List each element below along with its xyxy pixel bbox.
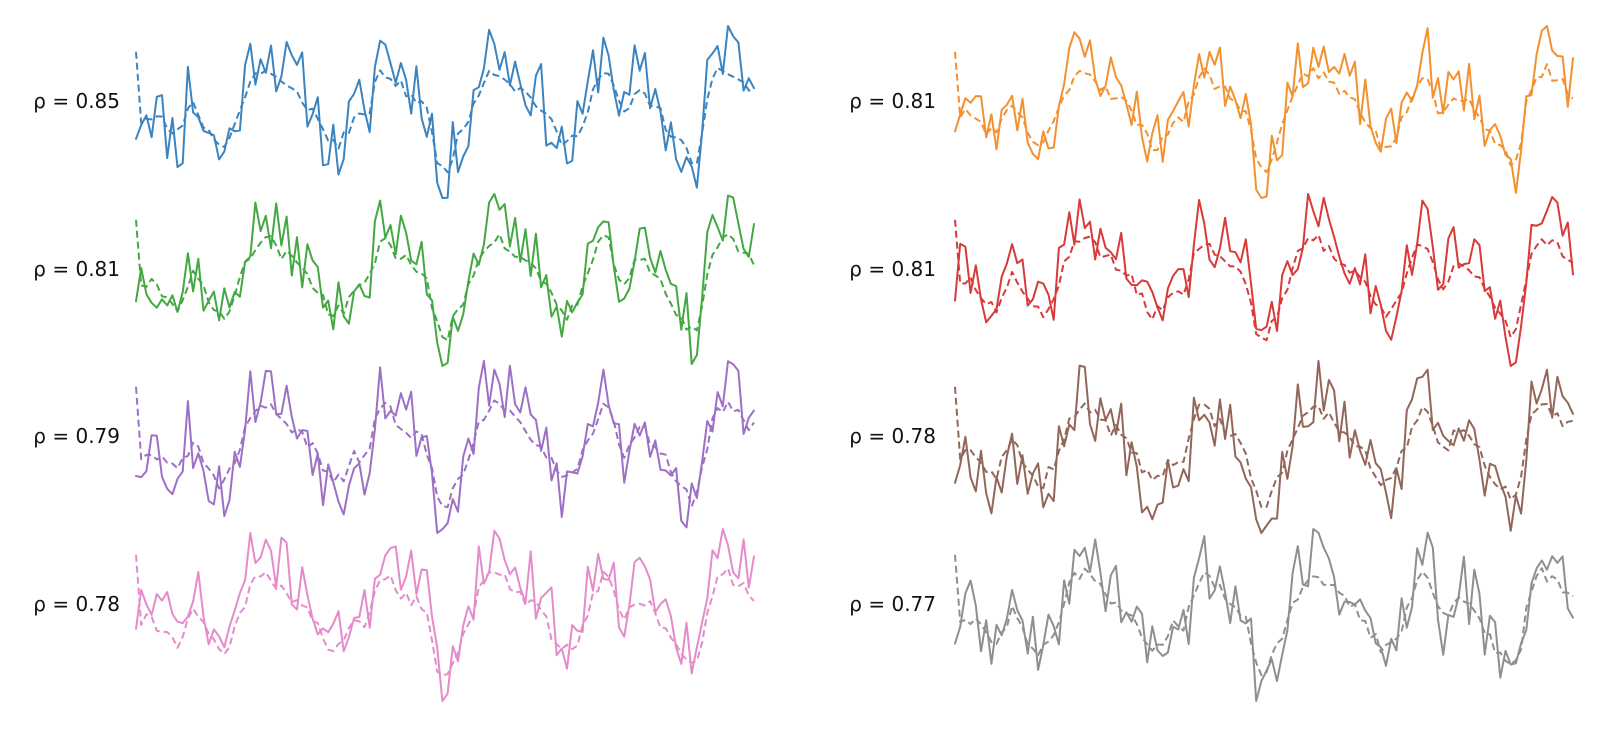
correlation-label: ρ = 0.77 (849, 592, 936, 616)
series-observed-line (954, 360, 1574, 534)
series-observed-line (135, 25, 755, 199)
panel-right-2: ρ = 0.78 (849, 360, 1574, 534)
series-observed-line (954, 193, 1574, 367)
series-observed-line (135, 193, 755, 367)
panel-left-3: ρ = 0.78 (33, 528, 755, 702)
correlation-label: ρ = 0.85 (33, 89, 120, 113)
correlation-label: ρ = 0.78 (33, 592, 120, 616)
series-predicted-line (954, 386, 1574, 509)
series-predicted-line (135, 386, 755, 509)
series-observed-line (954, 25, 1574, 199)
series-predicted-line (135, 554, 755, 677)
panel-right-3: ρ = 0.77 (849, 528, 1574, 702)
series-observed-line (135, 360, 755, 534)
series-predicted-line (135, 219, 755, 342)
series-observed-line (135, 528, 755, 702)
correlation-label: ρ = 0.78 (849, 424, 936, 448)
panel-left-2: ρ = 0.79 (33, 360, 755, 534)
series-observed-line (954, 528, 1574, 702)
series-predicted-line (135, 51, 755, 174)
series-predicted-line (954, 51, 1574, 174)
series-predicted-line (954, 554, 1574, 677)
panel-left-0: ρ = 0.85 (33, 25, 755, 199)
correlation-label: ρ = 0.81 (849, 89, 936, 113)
correlation-label: ρ = 0.81 (849, 257, 936, 281)
correlation-label: ρ = 0.79 (33, 424, 120, 448)
correlation-label: ρ = 0.81 (33, 257, 120, 281)
panel-left-1: ρ = 0.81 (33, 193, 755, 367)
panel-right-1: ρ = 0.81 (849, 193, 1574, 367)
series-predicted-line (954, 219, 1574, 342)
panel-right-0: ρ = 0.81 (849, 25, 1574, 199)
